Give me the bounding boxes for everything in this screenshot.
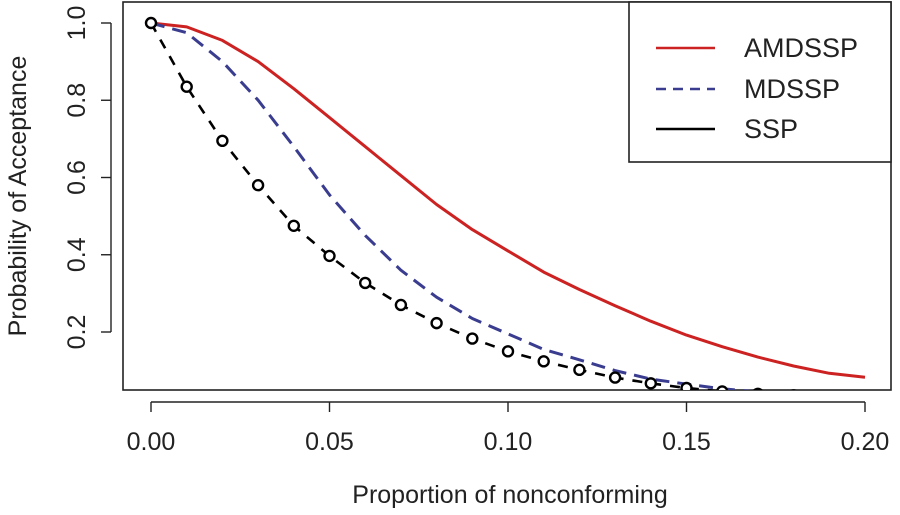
x-tick-label: 0.00 bbox=[127, 428, 176, 456]
data-point-ssp bbox=[180, 80, 193, 93]
data-point-ssp bbox=[466, 332, 479, 345]
legend-label-amdssp: AMDSSP bbox=[744, 33, 858, 63]
data-point-ssp bbox=[251, 179, 265, 192]
y-tick-label: 0.6 bbox=[63, 160, 91, 195]
data-point-ssp bbox=[287, 219, 300, 232]
data-point-ssp bbox=[394, 298, 408, 312]
x-axis: 0.00 0.05 0.10 0.15 0.20 bbox=[127, 401, 890, 456]
y-axis: 0.2 0.4 0.6 0.8 1.0 bbox=[63, 6, 112, 350]
data-point-ssp bbox=[430, 316, 443, 330]
plot-frame bbox=[122, 1, 892, 391]
series-line-amdssp bbox=[150, 21, 866, 379]
legend: AMDSSP MDSSP SSP bbox=[628, 1, 892, 163]
data-point-ssp bbox=[716, 385, 729, 390]
x-tick-label: 0.05 bbox=[305, 428, 354, 456]
y-tick-label: 0.2 bbox=[63, 315, 91, 350]
legend-label-ssp: SSP bbox=[744, 114, 798, 144]
data-point-ssp bbox=[537, 355, 550, 368]
y-tick-label: 0.4 bbox=[63, 237, 91, 272]
y-tick-label: 0.8 bbox=[63, 83, 91, 118]
data-point-ssp bbox=[644, 377, 657, 390]
data-point-ssp bbox=[573, 363, 586, 377]
series-layer bbox=[144, 16, 866, 390]
data-point-ssp bbox=[790, 389, 797, 390]
y-axis-title: Probability of Acceptance bbox=[4, 56, 32, 337]
x-tick-label: 0.10 bbox=[484, 428, 533, 456]
data-point-ssp bbox=[216, 134, 229, 148]
x-tick-label: 0.20 bbox=[841, 428, 890, 456]
data-point-ssp bbox=[359, 276, 372, 290]
y-tick-label: 1.0 bbox=[63, 6, 91, 41]
data-point-ssp bbox=[753, 387, 763, 390]
legend-label-mdssp: MDSSP bbox=[744, 74, 840, 104]
data-point-ssp bbox=[144, 16, 158, 30]
data-point-ssp bbox=[608, 371, 622, 384]
data-point-ssp bbox=[680, 381, 693, 390]
x-tick-label: 0.15 bbox=[662, 428, 711, 456]
x-axis-title: Proportion of nonconforming bbox=[352, 481, 667, 509]
data-point-ssp bbox=[501, 345, 515, 358]
legend-box bbox=[628, 1, 892, 163]
data-point-ssp bbox=[323, 249, 336, 263]
